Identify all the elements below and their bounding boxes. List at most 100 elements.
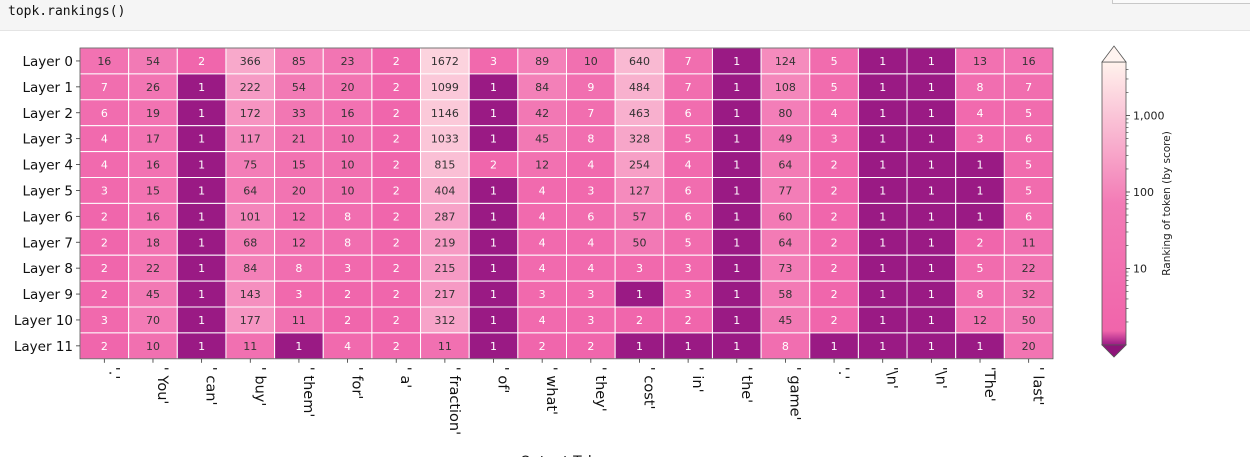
heatmap-cell	[906, 47, 957, 75]
heatmap-cell	[225, 125, 276, 153]
heatmap-cell	[517, 332, 567, 360]
heatmap-cell	[176, 73, 227, 101]
cell-label: 172	[240, 107, 261, 120]
heatmap-cell	[468, 202, 519, 230]
heatmap-cell	[274, 332, 324, 360]
cell-label: 127	[629, 184, 650, 197]
cell-label: 3	[101, 314, 108, 327]
cell-label: 4	[344, 340, 351, 353]
cell-label: 13	[973, 55, 987, 68]
cell-label: 2	[101, 340, 108, 353]
x-tick-label: ' for'	[349, 367, 365, 400]
cell-label: 7	[101, 81, 108, 94]
heatmap-cell	[371, 280, 422, 308]
y-tick-label: Layer 3	[22, 132, 73, 148]
y-tick-label: Layer 11	[14, 339, 73, 355]
heatmap-cell	[274, 151, 324, 178]
heatmap-cell	[614, 306, 665, 334]
heatmap-chart: 16 54 2 366 85 23 2 1672 3 89 10 640 7 1 124 5 1 1 13 167 26…	[14, 45, 1173, 457]
heatmap-cell	[322, 47, 373, 75]
cell-label: 2	[393, 340, 400, 353]
cell-label: 84	[535, 81, 549, 94]
cell-label: 54	[146, 55, 160, 68]
cell-label: 2	[831, 184, 838, 197]
cell-label: 3	[101, 184, 108, 197]
cell-label: 2	[393, 133, 400, 146]
cell-label: 20	[292, 184, 306, 197]
cell-label: 5	[977, 262, 984, 275]
colorbar-extend-max	[1101, 45, 1127, 63]
heatmap-cell	[420, 202, 470, 230]
cell-label: 1	[733, 314, 740, 327]
y-tick-label: Layer 5	[22, 183, 73, 199]
cell-label: 1	[198, 159, 205, 172]
x-tick-label: ' in'	[689, 367, 705, 393]
heatmap-cell	[420, 280, 470, 308]
cell-label: 12	[292, 210, 306, 223]
cell-label: 7	[587, 107, 594, 120]
x-tick-label: ' them'	[300, 367, 316, 418]
cell-label: 4	[539, 262, 546, 275]
cell-label: 1	[198, 184, 205, 197]
cell-label: 16	[146, 159, 160, 172]
heatmap-cell	[128, 47, 178, 75]
heatmap-cell	[371, 306, 422, 334]
cell-label: 22	[146, 262, 160, 275]
heatmap-cell	[128, 99, 178, 127]
cell-label: 3	[587, 184, 594, 197]
heatmap-cell	[420, 228, 470, 256]
cell-label: 5	[685, 236, 692, 249]
heatmap-cell	[955, 280, 1005, 308]
cell-label: 3	[977, 133, 984, 146]
cell-label: 68	[243, 236, 257, 249]
cell-label: 4	[101, 159, 108, 172]
cell-label: 50	[1022, 314, 1036, 327]
cell-label: 16	[341, 107, 355, 120]
cell-label: 101	[240, 210, 261, 223]
cell-label: 1	[879, 55, 886, 68]
heatmap-cell	[517, 306, 567, 334]
heatmap-cell	[371, 99, 422, 127]
cell-label: 4	[539, 184, 546, 197]
cell-label: 73	[778, 262, 792, 275]
code-cell[interactable]: topk.rankings()	[0, 0, 1250, 31]
cell-label: 4	[539, 210, 546, 223]
x-tick-label: 'The'	[981, 367, 997, 402]
heatmap-cell	[322, 254, 373, 282]
x-tick-label: ' buy'	[251, 367, 267, 407]
cell-label: 215	[434, 262, 455, 275]
cell-label: 6	[1025, 210, 1032, 223]
heatmap-cell	[614, 47, 665, 75]
heatmap-cell	[711, 202, 762, 230]
cell-label: 3	[295, 288, 302, 301]
cell-label: 42	[535, 107, 549, 120]
cell-label: 1	[733, 288, 740, 301]
cell-label: 50	[632, 236, 646, 249]
heatmap-cell	[128, 177, 178, 204]
cell-label: 3	[539, 288, 546, 301]
cell-label: 1	[733, 236, 740, 249]
heatmap-cell	[322, 99, 373, 127]
heatmap-cell	[955, 306, 1005, 334]
x-tick-label: '.'	[835, 367, 851, 380]
heatmap-cell	[274, 177, 324, 204]
y-tick-label: Layer 0	[22, 54, 73, 70]
heatmap-cell	[128, 306, 178, 334]
cell-label: 1	[879, 314, 886, 327]
heatmap-cell	[955, 177, 1005, 204]
cell-label: 2	[344, 314, 351, 327]
cell-label: 1	[928, 81, 935, 94]
cell-label: 10	[584, 55, 598, 68]
cell-label: 1	[977, 340, 984, 353]
y-tick-label: Layer 8	[22, 261, 73, 277]
heatmap-cell	[517, 99, 567, 127]
cell-label: 15	[146, 184, 160, 197]
cell-label: 1	[636, 288, 643, 301]
heatmap-cell	[760, 125, 811, 153]
heatmap-cell	[371, 228, 422, 256]
x-tick-label: ' they'	[592, 367, 608, 412]
colorbar-extend-min	[1101, 344, 1127, 358]
cell-label: 6	[685, 184, 692, 197]
heatmap-cell	[857, 151, 908, 178]
cell-label: 3	[490, 55, 497, 68]
